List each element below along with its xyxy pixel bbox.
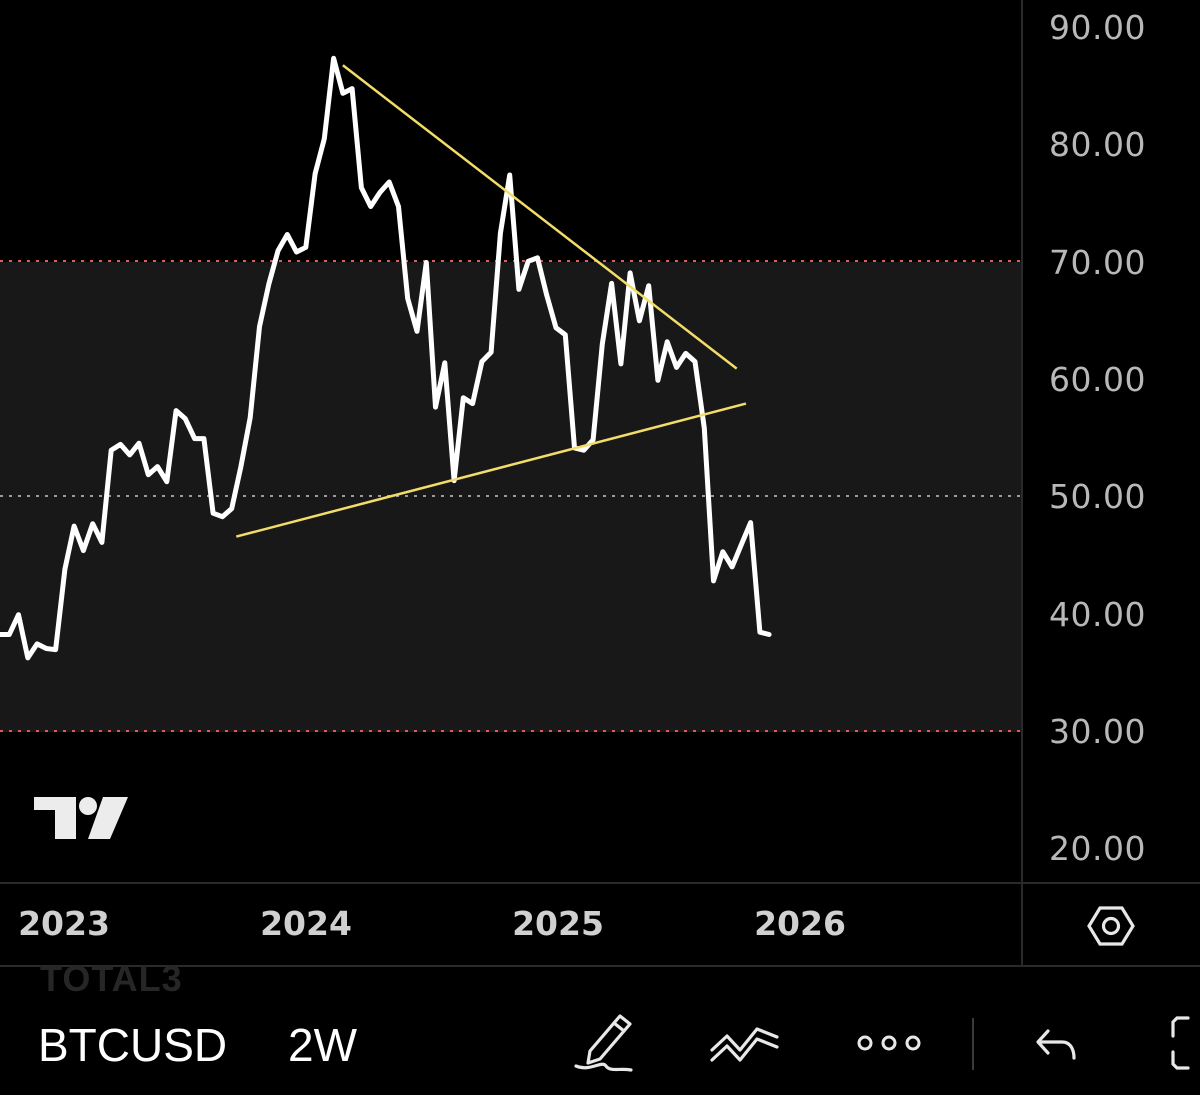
undo-icon[interactable] bbox=[1036, 1029, 1076, 1060]
y-tick-label: 80.00 bbox=[1049, 125, 1146, 164]
symbol-button[interactable]: BTCUSD bbox=[38, 1019, 228, 1071]
more-dots-icon[interactable] bbox=[857, 1035, 921, 1051]
x-tick-label: 2024 bbox=[260, 904, 352, 943]
compare-symbol-label: TOTAL3 bbox=[40, 958, 183, 999]
lower-trendline[interactable] bbox=[235, 402, 747, 538]
trendline-layer bbox=[235, 64, 747, 538]
tradingview-logo-icon bbox=[34, 797, 128, 839]
y-tick-label: 20.00 bbox=[1049, 829, 1146, 868]
x-tick-label: 2026 bbox=[754, 904, 846, 943]
draw-pen-icon[interactable] bbox=[574, 1014, 633, 1072]
y-tick-label: 90.00 bbox=[1049, 8, 1146, 47]
toolbar-divider bbox=[972, 1018, 974, 1070]
upper-trendline[interactable] bbox=[342, 64, 738, 370]
settings-hexagon-icon[interactable] bbox=[1087, 906, 1135, 946]
indicators-icon[interactable] bbox=[710, 1027, 779, 1062]
series-layer bbox=[0, 55, 772, 661]
price-series-line bbox=[0, 55, 772, 661]
y-tick-label: 70.00 bbox=[1049, 243, 1146, 282]
y-tick-label: 60.00 bbox=[1049, 360, 1146, 399]
x-tick-label: 2025 bbox=[512, 904, 604, 943]
shaded-band bbox=[0, 262, 1022, 732]
fullscreen-icon[interactable] bbox=[1171, 1016, 1190, 1070]
interval-button[interactable]: 2W bbox=[288, 1019, 357, 1071]
x-tick-label: 2023 bbox=[18, 904, 110, 943]
y-tick-label: 50.00 bbox=[1049, 477, 1146, 516]
y-tick-label: 30.00 bbox=[1049, 712, 1146, 751]
y-tick-label: 40.00 bbox=[1049, 595, 1146, 634]
